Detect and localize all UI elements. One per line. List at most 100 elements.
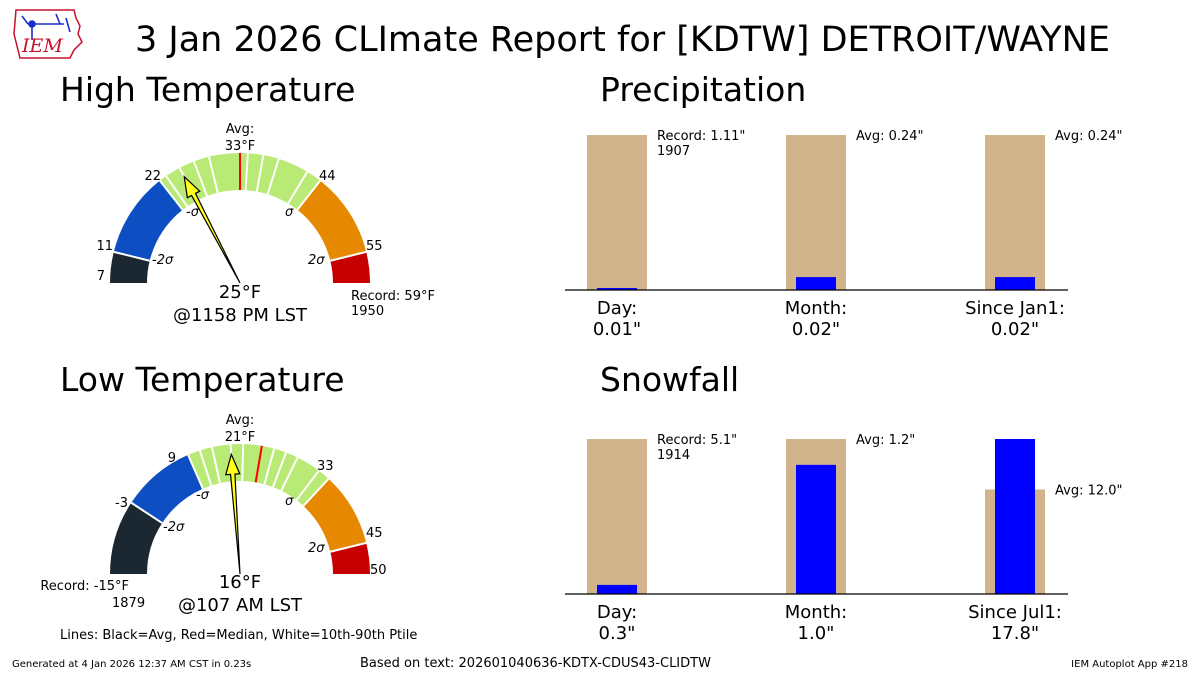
- gauge-tick-label: -3: [115, 496, 128, 511]
- gauge-band-below-2sigma: [110, 251, 150, 283]
- gauge-needle: [183, 175, 241, 284]
- snow-day-label: Day: 0.3": [596, 602, 638, 644]
- gauge-band-plus-1-to-2sigma: [303, 478, 367, 552]
- gauge-sigma-boundary: [330, 541, 367, 553]
- bar-reference: [587, 439, 647, 594]
- gauge-band-above-2sigma: [330, 251, 370, 283]
- gauge-observed-time: @107 AM LST: [178, 595, 303, 616]
- gauge-percentile-line: [272, 452, 288, 488]
- gauge-sigma-label: 2σ: [308, 253, 325, 268]
- gauge-sigma-boundary: [159, 180, 184, 211]
- lines-legend: Lines: Black=Avg, Red=Median, White=10th…: [60, 628, 418, 643]
- gauge-percentile-line: [255, 154, 265, 192]
- snow-month-label: Month: 1.0": [784, 602, 848, 644]
- gauge-sigma-label: -2σ: [163, 520, 185, 535]
- bar-reference: [786, 135, 846, 290]
- gauge-record-label: Record: -15°F: [40, 579, 129, 594]
- snow-bar-chart: Record: 5.1"1914 Avg: 1.2" Avg: 12.0": [565, 433, 1123, 595]
- gauge-sigma-label: -σ: [196, 488, 210, 503]
- gauge-record-label: Record: 59°F: [351, 289, 435, 304]
- gauge-sigma-boundary: [296, 180, 321, 211]
- gauge-percentile-line: [192, 161, 208, 197]
- gauge-tick-label: 9: [168, 451, 176, 466]
- gauge-needle: [224, 452, 241, 575]
- gauge-percentile-line: [241, 444, 245, 482]
- bar-reference: [985, 135, 1045, 290]
- bar-observed: [597, 288, 637, 290]
- precip-since-label: Since Jan1: 0.02": [965, 298, 1065, 340]
- bar-annotation: Avg: 12.0": [1055, 484, 1123, 499]
- precip-month-label: Month: 0.02": [784, 298, 848, 340]
- snow-since-label: Since Jul1: 17.8": [968, 602, 1062, 644]
- logo-weather-instrument: [21, 13, 71, 40]
- gauge-sigma-label: -σ: [186, 205, 200, 220]
- bar-observed: [597, 584, 637, 594]
- page-title: 3 Jan 2026 CLImate Report for [KDTW] DET…: [135, 20, 1110, 60]
- gauge-band-minus-1-to-2sigma: [131, 454, 203, 524]
- gauge-percentile-line: [295, 470, 320, 501]
- bar-reference: [587, 135, 647, 290]
- high-temp-title: High Temperature: [60, 70, 356, 109]
- gauge-sigma-boundary: [130, 501, 163, 524]
- bar-annotation: Avg: 0.24": [856, 129, 924, 144]
- bar-observed: [995, 277, 1035, 290]
- gauge-tick-label: 7: [97, 269, 105, 284]
- gauge-sigma-label: σ: [285, 494, 294, 509]
- gauge-observed-time: @1158 PM LST: [173, 305, 308, 326]
- gauge-sigma-label: -2σ: [152, 253, 174, 268]
- gauge-tick-label: 22: [144, 169, 161, 184]
- bar-observed: [796, 277, 836, 290]
- iem-logo: IEM: [13, 9, 83, 59]
- gauge-sigma-boundary: [187, 454, 204, 490]
- gauge-tick-label: 55: [366, 239, 383, 254]
- bar-annotation: Record: 1.11": [657, 129, 745, 144]
- gauge-sigma-label: 2σ: [308, 541, 325, 556]
- gauge-record-year: 1950: [351, 304, 384, 319]
- gauge-tick-label: 33: [317, 459, 334, 474]
- bar-annotation-year: 1914: [657, 448, 690, 463]
- precip-bar-chart: Record: 1.11"1907 Avg: 0.24" Avg: 0.24": [565, 129, 1123, 291]
- gauge-avg-value: 21°F: [225, 430, 256, 445]
- low-temp-title: Low Temperature: [60, 360, 345, 399]
- precip-title: Precipitation: [600, 70, 807, 109]
- bar-observed: [995, 439, 1035, 594]
- gauge-percentile-line: [198, 450, 213, 486]
- gauge-band-above-2sigma: [330, 542, 370, 574]
- gauge-sigma-boundary: [302, 478, 330, 507]
- gauge-band-plus-1-to-2sigma: [297, 180, 367, 261]
- gauge-tick-label: 45: [366, 526, 383, 541]
- gauge-sigma-boundary: [113, 250, 150, 262]
- gauge-percentile-line: [263, 448, 276, 485]
- gauge-percentile-line: [244, 153, 249, 191]
- gauge-avg-value: 33°F: [225, 139, 256, 154]
- gauge-sigma-boundary: [330, 250, 367, 262]
- bar-observed: [796, 464, 836, 594]
- gauge-percentile-line: [287, 171, 309, 204]
- gauge-percentile-line: [280, 457, 299, 492]
- gauge-tick-label: 50: [370, 563, 387, 578]
- app-text: IEM Autoplot App #218: [1071, 659, 1188, 670]
- gauge-avg-label: Avg:: [226, 122, 254, 137]
- gauge-avg-label: Avg:: [226, 413, 254, 428]
- gauge-band-minus-1-to-2sigma: [113, 180, 183, 261]
- logo-text: IEM: [21, 35, 63, 57]
- gauge-percentile-line: [266, 158, 280, 195]
- precip-day-label: Day: 0.01": [592, 298, 642, 340]
- bar-annotation: Record: 5.1": [657, 433, 737, 448]
- bar-annotation: Avg: 1.2": [856, 433, 915, 448]
- gauge-percentile-line: [210, 446, 221, 484]
- gauge-tick-label: 11: [96, 239, 113, 254]
- logo-state-outline: [13, 9, 83, 59]
- gauge-tick-label: 44: [319, 169, 336, 184]
- generated-text: Generated at 4 Jan 2026 12:37 AM CST in …: [12, 659, 252, 670]
- snow-title: Snowfall: [600, 360, 740, 399]
- gauge-record-year: 1879: [112, 596, 145, 611]
- high-temp-gauge: 7 11 22 44 55 -2σ -σ σ 2σ Avg: 33°F 25°F@1158 PM LS…: [96, 122, 435, 326]
- gauge-observed-value: 16°F: [219, 572, 261, 593]
- source-text: Based on text: 202601040636-KDTX-CDUS43-…: [360, 656, 711, 671]
- low-temp-gauge: -3 9 33 45 50 -2σ -σ σ 2σ Avg: 21°F 16°F@107 AM LST…: [40, 413, 386, 616]
- gauge-sigma-label: σ: [285, 205, 294, 220]
- gauge-percentile-line: [165, 175, 188, 208]
- bar-annotation: Avg: 0.24": [1055, 129, 1123, 144]
